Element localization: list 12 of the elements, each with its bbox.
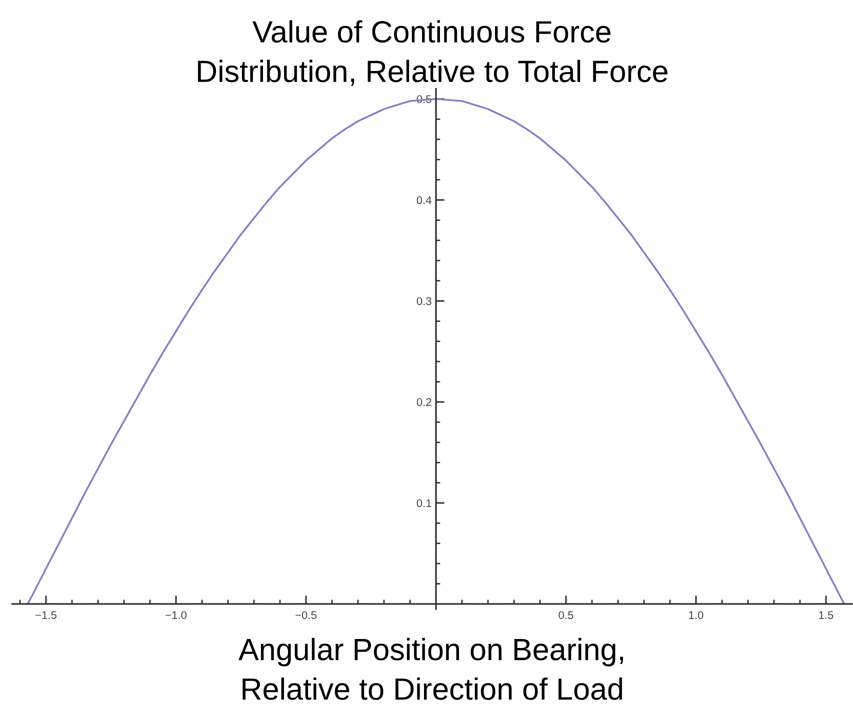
- x-tick-label: 1.0: [689, 611, 704, 620]
- y-tick-label: 0.4: [416, 196, 432, 204]
- x-tick-label: −1.0: [166, 611, 187, 620]
- y-tick-label: 0.3: [416, 297, 432, 306]
- x-tick-label: 1.5: [819, 611, 834, 620]
- chart-title: Value of Continuous Force Distribution, Relative to Total Force: [198, 20, 668, 86]
- y-tick-label: 0.2: [416, 398, 432, 406]
- x-tick-label: −1.5: [36, 611, 56, 620]
- x-tick-label: 0.5: [558, 611, 574, 620]
- y-tick-label: 0.1: [416, 499, 432, 508]
- x-axis-title: Angular Position on Bearing, Relative to Direction of Load: [238, 638, 623, 700]
- x-tick-label: −0.5: [296, 611, 316, 620]
